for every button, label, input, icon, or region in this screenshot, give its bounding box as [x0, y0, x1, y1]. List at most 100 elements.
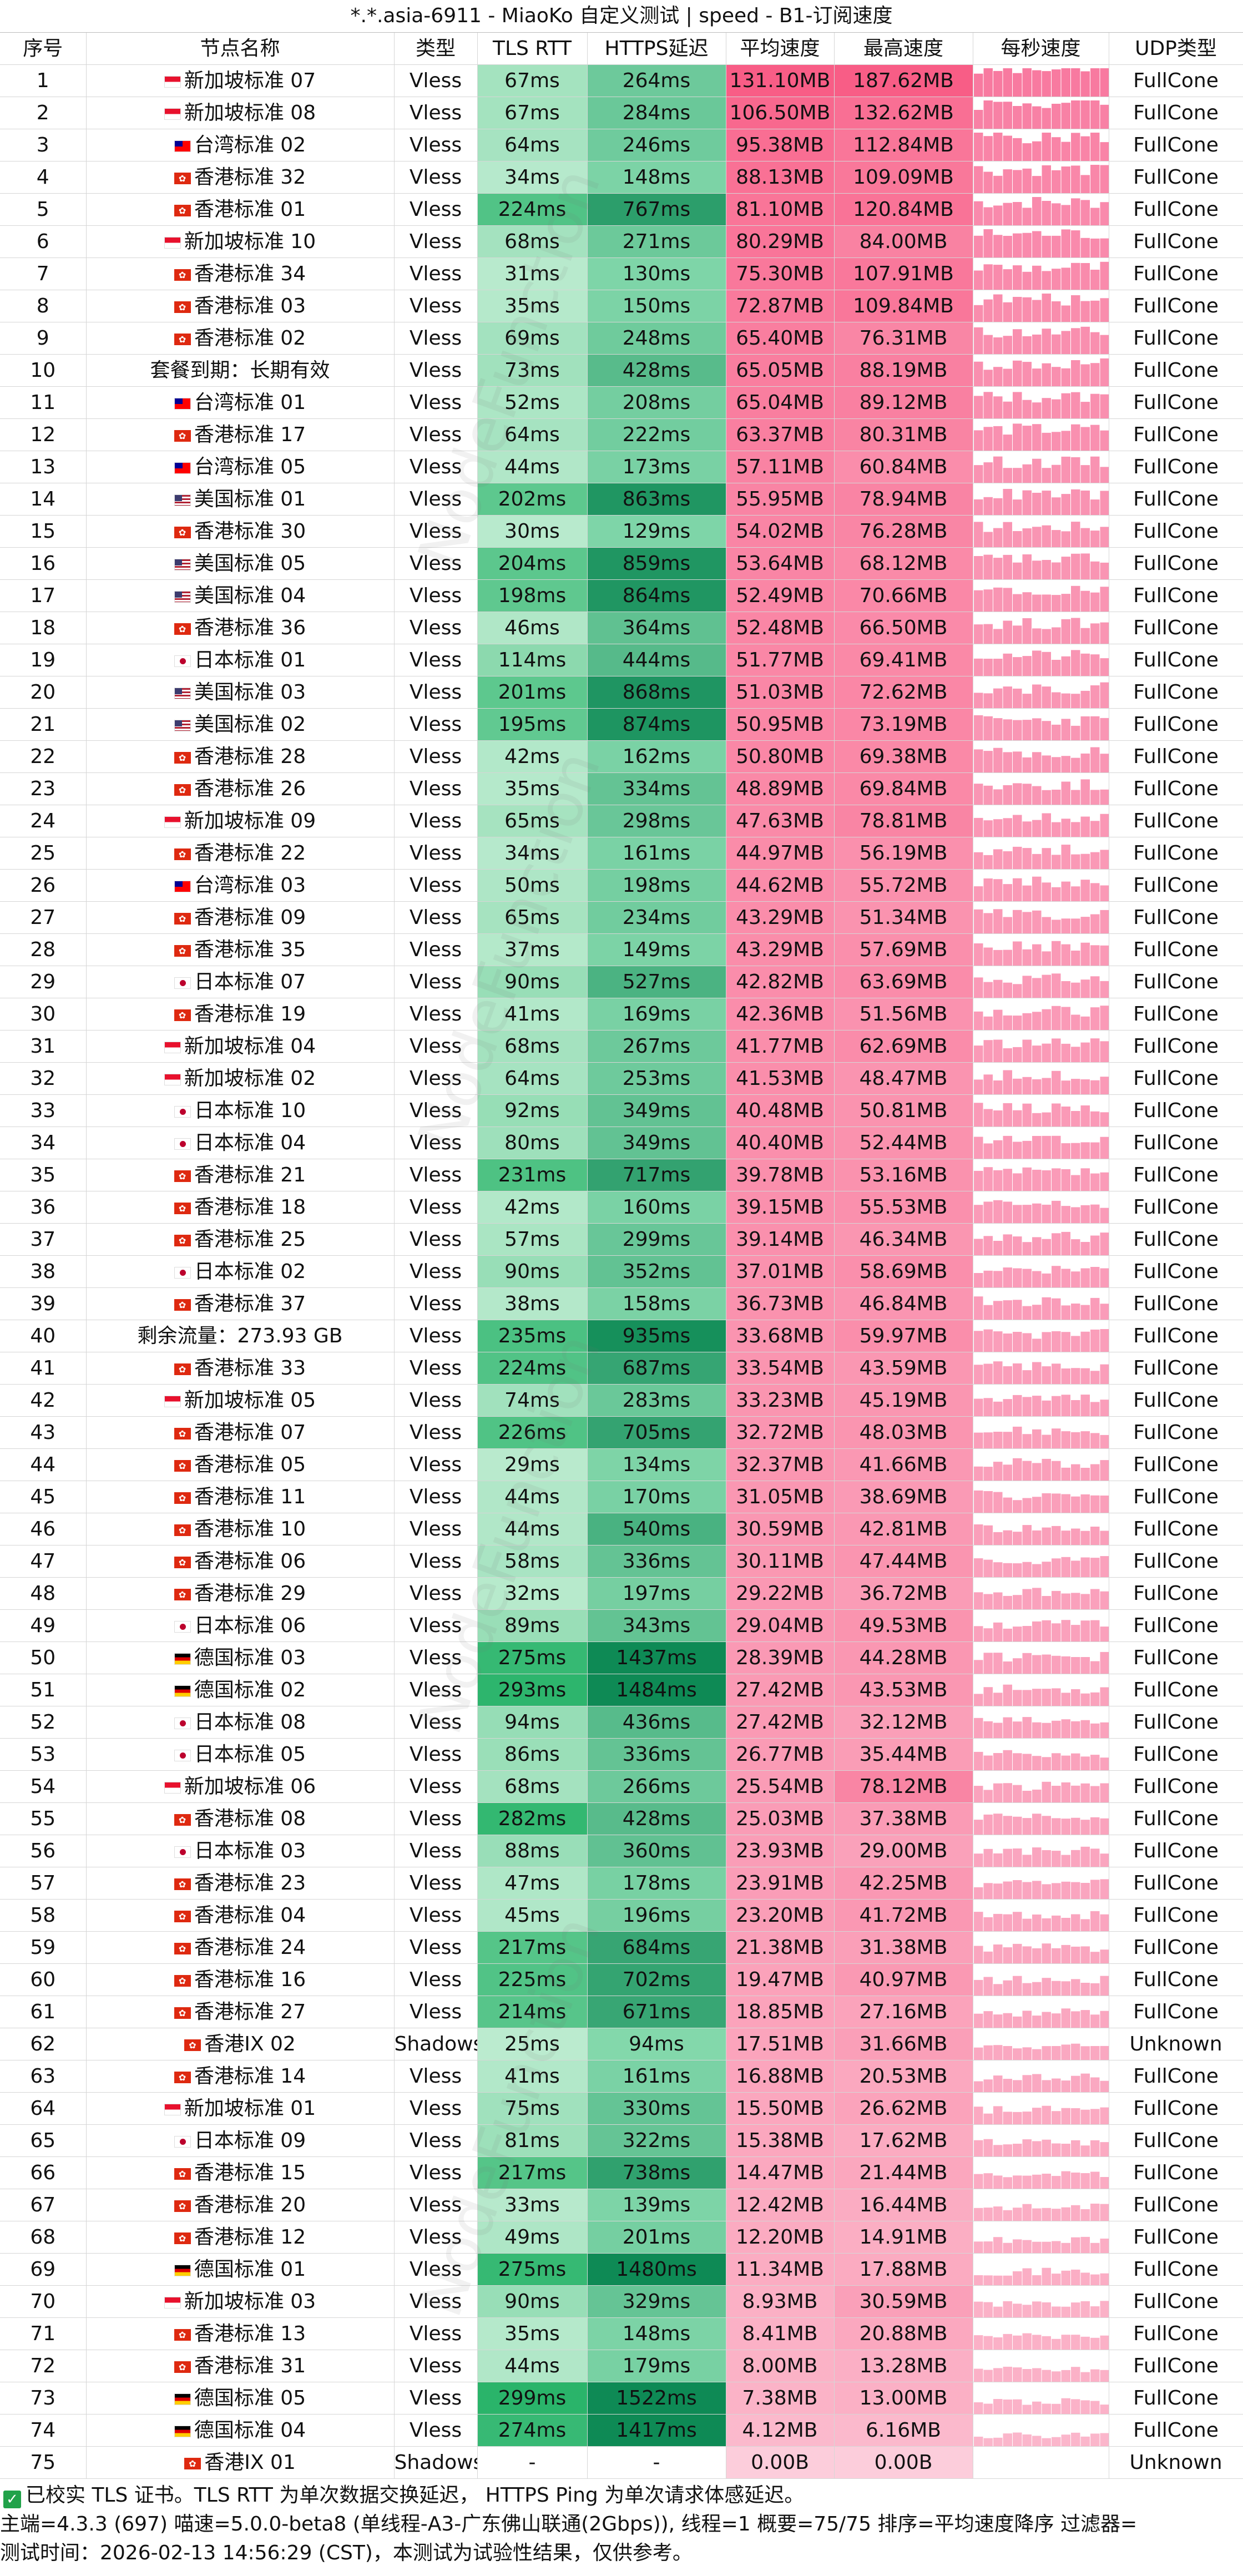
table-row[interactable]: 42 新加坡标准 05 Vless 74ms 283ms 33.23MB 45.19MB Fu… — [0, 1384, 1243, 1417]
table-row[interactable]: 31 新加坡标准 04 Vless 68ms 267ms 41.77MB 62.69MB Fu… — [0, 1030, 1243, 1063]
table-row[interactable]: 61香港标准 27Vless214ms671ms18.85MB27.16MBFu… — [0, 1996, 1243, 2028]
table-row[interactable]: 21 美国标准 02 Vless 195ms 874ms 50.95MB 73.19MB Fu… — [0, 708, 1243, 741]
table-row[interactable]: 2 新加坡标准 08 Vless 67ms 284ms 106.50MB 132.62MB F… — [0, 97, 1243, 129]
table-row[interactable]: 11 台湾标准 01 Vless 52ms 208ms 65.04MB 89.12MB Ful… — [0, 386, 1243, 419]
table-row[interactable]: 47香港标准 06Vless58ms336ms30.11MB47.44MBFul… — [0, 1545, 1243, 1578]
table-row[interactable]: 48香港标准 29Vless32ms197ms29.22MB36.72MBFul… — [0, 1577, 1243, 1610]
table-row[interactable]: 57香港标准 23Vless47ms178ms23.91MB42.25MBFul… — [0, 1867, 1243, 1900]
table-row[interactable]: 55香港标准 08Vless282ms428ms25.03MB37.38MBFu… — [0, 1802, 1243, 1835]
table-row[interactable]: 10 套餐到期：长期有效 Vless 73ms 428ms 65.05MB 88.19MB F… — [0, 354, 1243, 387]
table-row[interactable]: 45香港标准 11Vless44ms170ms31.05MB38.69MBFul… — [0, 1481, 1243, 1513]
table-row[interactable]: 72香港标准 31Vless44ms179ms8.00MB13.28MBFull… — [0, 2350, 1243, 2382]
header-avg-speed[interactable]: 平均速度 — [726, 33, 835, 65]
table-row[interactable]: 58香港标准 04Vless45ms196ms23.20MB41.72MBFul… — [0, 1899, 1243, 1932]
table-row[interactable]: 36香港标准 18Vless42ms160ms39.15MB55.53MBFul… — [0, 1191, 1243, 1224]
table-row[interactable]: 18香港标准 36Vless46ms364ms52.48MB66.50MBFul… — [0, 612, 1243, 644]
header-udp-type[interactable]: UDP类型 — [1109, 33, 1243, 65]
table-row[interactable]: 70 新加坡标准 03 Vless 90ms 329ms 8.93MB 30.59MB Ful… — [0, 2285, 1243, 2318]
index-cell: 6 — [0, 225, 87, 258]
type-cell: Vless — [394, 2285, 478, 2318]
table-row[interactable]: 67香港标准 20Vless33ms139ms12.42MB16.44MBFul… — [0, 2189, 1243, 2221]
table-row[interactable]: 35香港标准 21Vless231ms717ms39.78MB53.16MBFu… — [0, 1159, 1243, 1191]
table-row[interactable]: 60香港标准 16Vless225ms702ms19.47MB40.97MBFu… — [0, 1963, 1243, 1996]
table-row[interactable]: 28香港标准 35Vless37ms149ms43.29MB57.69MBFul… — [0, 933, 1243, 966]
table-row[interactable]: 46香港标准 10Vless44ms540ms30.59MB42.81MBFul… — [0, 1513, 1243, 1545]
table-row[interactable]: 12香港标准 17Vless64ms222ms63.37MB80.31MBFul… — [0, 418, 1243, 451]
table-row[interactable]: 43香港标准 07Vless226ms705ms32.72MB48.03MBFu… — [0, 1416, 1243, 1449]
table-row[interactable]: 63香港标准 14Vless41ms161ms16.88MB20.53MBFul… — [0, 2060, 1243, 2093]
table-row[interactable]: 64 新加坡标准 01 Vless 75ms 330ms 15.50MB 26.62MB Fu… — [0, 2092, 1243, 2125]
speed-bar — [1032, 424, 1041, 451]
table-row[interactable]: 53 日本标准 05 Vless 86ms 336ms 26.77MB 35.44MB Ful… — [0, 1738, 1243, 1771]
table-row[interactable]: 29 日本标准 07 Vless 90ms 527ms 42.82MB 63.69MB Ful… — [0, 966, 1243, 998]
table-row[interactable]: 50 德国标准 03 Vless 275ms 1437ms 28.39MB 44.28MB F… — [0, 1641, 1243, 1674]
table-row[interactable]: 30香港标准 19Vless41ms169ms42.36MB51.56MBFul… — [0, 998, 1243, 1031]
table-row[interactable]: 56 日本标准 03 Vless 88ms 360ms 23.93MB 29.00MB Ful… — [0, 1835, 1243, 1867]
table-row[interactable]: 7香港标准 34Vless31ms130ms75.30MB107.91MBFul… — [0, 257, 1243, 290]
speed-bar — [1061, 1080, 1070, 1094]
table-row[interactable]: 68香港标准 12Vless49ms201ms12.20MB14.91MBFul… — [0, 2221, 1243, 2254]
table-row[interactable]: 19 日本标准 01 Vless 114ms 444ms 51.77MB 69.41MB Fu… — [0, 644, 1243, 676]
avg-speed-cell: 33.54MB — [726, 1352, 835, 1385]
table-row[interactable]: 16 美国标准 05 Vless 204ms 859ms 53.64MB 68.12MB Fu… — [0, 547, 1243, 580]
table-row[interactable]: 34 日本标准 04 Vless 80ms 349ms 40.40MB 52.44MB Ful… — [0, 1127, 1243, 1159]
table-row[interactable]: 8香港标准 03Vless35ms150ms72.87MB109.84MBFul… — [0, 290, 1243, 322]
table-row[interactable]: 4香港标准 32Vless34ms148ms88.13MB109.09MBFul… — [0, 161, 1243, 194]
table-row[interactable]: 20 美国标准 03 Vless 201ms 868ms 51.03MB 72.62MB Fu… — [0, 676, 1243, 709]
table-row[interactable]: 71香港标准 13Vless35ms148ms8.41MB20.88MBFull… — [0, 2317, 1243, 2350]
header-per-second-speed[interactable]: 每秒速度 — [973, 33, 1109, 65]
header-tls-rtt[interactable]: TLS RTT — [477, 33, 588, 65]
speed-bar — [1042, 2241, 1051, 2253]
table-row[interactable]: 15香港标准 30Vless30ms129ms54.02MB76.28MBFul… — [0, 515, 1243, 548]
table-row[interactable]: 38 日本标准 02 Vless 90ms 352ms 37.01MB 58.69MB Ful… — [0, 1255, 1243, 1288]
table-row[interactable]: 33 日本标准 10 Vless 92ms 349ms 40.48MB 50.81MB Ful… — [0, 1094, 1243, 1127]
table-row[interactable]: 32 新加坡标准 02 Vless 64ms 253ms 41.53MB 48.47MB Fu… — [0, 1062, 1243, 1095]
speed-bar — [1051, 399, 1060, 418]
speed-bar — [1080, 427, 1090, 451]
header-index[interactable]: 序号 — [0, 33, 87, 65]
header-type[interactable]: 类型 — [394, 33, 478, 65]
table-row[interactable]: 51 德国标准 02 Vless 293ms 1484ms 27.42MB 43.53MB F… — [0, 1674, 1243, 1706]
table-row[interactable]: 37香港标准 25Vless57ms299ms39.14MB46.34MBFul… — [0, 1223, 1243, 1256]
per-second-speed-cell — [973, 2189, 1109, 2221]
table-row[interactable]: 69 德国标准 01 Vless 275ms 1480ms 11.34MB 17.88MB F… — [0, 2253, 1243, 2286]
header-max-speed[interactable]: 最高速度 — [834, 33, 973, 65]
table-row[interactable]: 6 新加坡标准 10 Vless 68ms 271ms 80.29MB 84.00MB Ful… — [0, 225, 1243, 258]
table-row[interactable]: 27香港标准 09Vless65ms234ms43.29MB51.34MBFul… — [0, 901, 1243, 934]
table-row[interactable]: 40 剩余流量：273.93 GB Vless 235ms 935ms 33.68MB 59… — [0, 1320, 1243, 1352]
table-row[interactable]: 54 新加坡标准 06 Vless 68ms 266ms 25.54MB 78.12MB Fu… — [0, 1770, 1243, 1803]
speed-bar — [1042, 1239, 1051, 1255]
table-row[interactable]: 26 台湾标准 03 Vless 50ms 198ms 44.62MB 55.72MB Ful… — [0, 869, 1243, 902]
speed-bar — [1090, 499, 1099, 515]
table-row[interactable]: 49 日本标准 06 Vless 89ms 343ms 29.04MB 49.53MB Ful… — [0, 1609, 1243, 1642]
table-row[interactable]: 66香港标准 15Vless217ms738ms14.47MB21.44MBFu… — [0, 2156, 1243, 2189]
table-row[interactable]: 24 新加坡标准 09 Vless 65ms 298ms 47.63MB 78.81MB Fu… — [0, 805, 1243, 837]
table-row[interactable]: 73 德国标准 05 Vless 299ms 1522ms 7.38MB 13.00MB Fu… — [0, 2382, 1243, 2415]
table-row[interactable]: 1 新加坡标准 07 Vless 67ms 264ms 131.10MB 187.62MB F… — [0, 64, 1243, 97]
table-row[interactable]: 74 德国标准 04 Vless 274ms 1417ms 4.12MB 6.16MB Ful… — [0, 2414, 1243, 2447]
speed-bar — [1042, 1918, 1051, 1931]
table-row[interactable]: 52 日本标准 08 Vless 94ms 436ms 27.42MB 32.12MB Ful… — [0, 1706, 1243, 1739]
speed-sparkline — [973, 1717, 1108, 1738]
speed-bar — [1100, 491, 1108, 515]
table-row[interactable]: 14 美国标准 01 Vless 202ms 863ms 55.95MB 78.94MB Fu… — [0, 483, 1243, 516]
table-row[interactable]: 5香港标准 01Vless224ms767ms81.10MB120.84MBFu… — [0, 193, 1243, 226]
table-row[interactable]: 62香港IX 02Shadowsocks25ms94ms17.51MB31.66… — [0, 2028, 1243, 2060]
table-row[interactable]: 44香港标准 05Vless29ms134ms32.37MB41.66MBFul… — [0, 1448, 1243, 1481]
speed-bar — [1061, 1332, 1070, 1352]
table-row[interactable]: 9香港标准 02Vless69ms248ms65.40MB76.31MBFull… — [0, 322, 1243, 355]
header-node-name[interactable]: 节点名称 — [86, 33, 395, 65]
table-row[interactable]: 59香港标准 24Vless217ms684ms21.38MB31.38MBFu… — [0, 1931, 1243, 1964]
table-row[interactable]: 3 台湾标准 02 Vless 64ms 246ms 95.38MB 112.84MB Ful… — [0, 129, 1243, 161]
table-row[interactable]: 25香港标准 22Vless34ms161ms44.97MB56.19MBFul… — [0, 837, 1243, 870]
table-row[interactable]: 23香港标准 26Vless35ms334ms48.89MB69.84MBFul… — [0, 772, 1243, 805]
table-row[interactable]: 22香港标准 28Vless42ms162ms50.80MB69.38MBFul… — [0, 740, 1243, 773]
table-row[interactable]: 41香港标准 33Vless224ms687ms33.54MB43.59MBFu… — [0, 1352, 1243, 1385]
header-https-latency[interactable]: HTTPS延迟 — [587, 33, 726, 65]
avg-speed-cell: 39.14MB — [726, 1223, 835, 1256]
table-row[interactable]: 65 日本标准 09 Vless 81ms 322ms 15.38MB 17.62MB Ful… — [0, 2124, 1243, 2157]
table-row[interactable]: 13 台湾标准 05 Vless 44ms 173ms 57.11MB 60.84MB Ful… — [0, 451, 1243, 483]
table-row[interactable]: 17 美国标准 04 Vless 198ms 864ms 52.49MB 70.66MB Fu… — [0, 579, 1243, 612]
table-row[interactable]: 39香港标准 37Vless38ms158ms36.73MB46.84MBFul… — [0, 1287, 1243, 1320]
